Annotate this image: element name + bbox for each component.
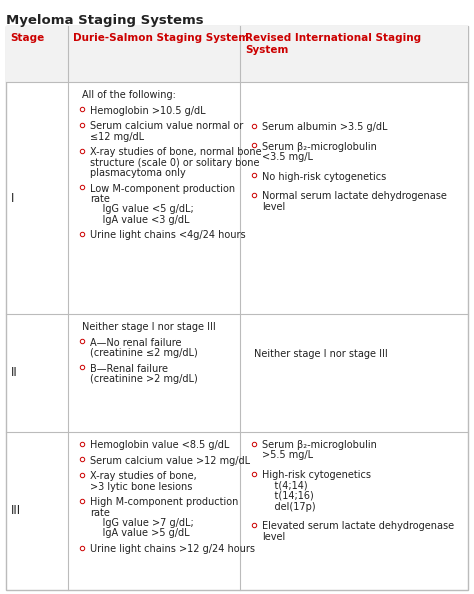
Bar bbox=[6, 432, 468, 590]
Text: Hemoglobin >10.5 g/dL: Hemoglobin >10.5 g/dL bbox=[90, 106, 206, 115]
Text: t(14;16): t(14;16) bbox=[262, 491, 314, 501]
Text: >5.5 mg/L: >5.5 mg/L bbox=[262, 450, 313, 460]
Text: I: I bbox=[11, 191, 14, 204]
Text: II: II bbox=[11, 366, 18, 380]
Text: Neither stage I nor stage III: Neither stage I nor stage III bbox=[254, 349, 388, 359]
Text: X-ray studies of bone,: X-ray studies of bone, bbox=[90, 471, 197, 481]
Text: Serum β₂-microglobulin: Serum β₂-microglobulin bbox=[262, 141, 377, 151]
Text: B—Renal failure: B—Renal failure bbox=[90, 364, 168, 374]
Bar bbox=[6, 314, 468, 432]
Text: Elevated serum lactate dehydrogenase: Elevated serum lactate dehydrogenase bbox=[262, 521, 454, 531]
Text: (creatinine >2 mg/dL): (creatinine >2 mg/dL) bbox=[90, 374, 198, 384]
Bar bbox=[6, 82, 468, 314]
Text: Normal serum lactate dehydrogenase: Normal serum lactate dehydrogenase bbox=[262, 191, 447, 201]
Text: level: level bbox=[262, 201, 285, 211]
Text: >3 lytic bone lesions: >3 lytic bone lesions bbox=[90, 482, 192, 491]
Text: rate: rate bbox=[90, 194, 110, 204]
Text: plasmacytoma only: plasmacytoma only bbox=[90, 168, 186, 178]
Text: (creatinine ≤2 mg/dL): (creatinine ≤2 mg/dL) bbox=[90, 348, 198, 358]
Text: Serum calcium value >12 mg/dL: Serum calcium value >12 mg/dL bbox=[90, 456, 250, 466]
Text: ≤12 mg/dL: ≤12 mg/dL bbox=[90, 131, 144, 141]
Text: Myeloma Staging Systems: Myeloma Staging Systems bbox=[6, 14, 204, 27]
Text: IgG value >7 g/dL;: IgG value >7 g/dL; bbox=[90, 518, 194, 528]
Text: Neither stage I nor stage III: Neither stage I nor stage III bbox=[82, 322, 216, 332]
Text: All of the following:: All of the following: bbox=[82, 90, 176, 100]
Text: High M-component production: High M-component production bbox=[90, 497, 238, 507]
Text: IgA value >5 g/dL: IgA value >5 g/dL bbox=[90, 529, 190, 539]
Bar bbox=[6, 26, 468, 82]
Text: III: III bbox=[11, 504, 21, 517]
Text: IgG value <5 g/dL;: IgG value <5 g/dL; bbox=[90, 204, 194, 214]
Text: <3.5 mg/L: <3.5 mg/L bbox=[262, 152, 313, 162]
Text: Serum albumin >3.5 g/dL: Serum albumin >3.5 g/dL bbox=[262, 122, 388, 132]
Text: No high-risk cytogenetics: No high-risk cytogenetics bbox=[262, 172, 386, 182]
Text: rate: rate bbox=[90, 507, 110, 517]
Text: A—No renal failure: A—No renal failure bbox=[90, 337, 182, 347]
Text: del(17p): del(17p) bbox=[262, 501, 316, 511]
Text: structure (scale 0) or solitary bone: structure (scale 0) or solitary bone bbox=[90, 157, 259, 168]
Text: X-ray studies of bone, normal bone: X-ray studies of bone, normal bone bbox=[90, 147, 262, 157]
Text: Revised International Staging
System: Revised International Staging System bbox=[245, 33, 421, 55]
Text: Urine light chains >12 g/24 hours: Urine light chains >12 g/24 hours bbox=[90, 544, 255, 554]
Text: Serum calcium value normal or: Serum calcium value normal or bbox=[90, 121, 243, 131]
Text: Serum β₂-microglobulin: Serum β₂-microglobulin bbox=[262, 440, 377, 450]
Text: Hemoglobin value <8.5 g/dL: Hemoglobin value <8.5 g/dL bbox=[90, 440, 229, 450]
Text: Durie-Salmon Staging System: Durie-Salmon Staging System bbox=[73, 33, 249, 43]
Text: High-risk cytogenetics: High-risk cytogenetics bbox=[262, 470, 371, 480]
Text: Low M-component production: Low M-component production bbox=[90, 184, 235, 194]
Text: Stage: Stage bbox=[10, 33, 44, 43]
Text: level: level bbox=[262, 532, 285, 542]
Text: IgA value <3 g/dL: IgA value <3 g/dL bbox=[90, 215, 190, 225]
Text: t(4;14): t(4;14) bbox=[262, 481, 308, 491]
Text: Urine light chains <4g/24 hours: Urine light chains <4g/24 hours bbox=[90, 230, 246, 241]
